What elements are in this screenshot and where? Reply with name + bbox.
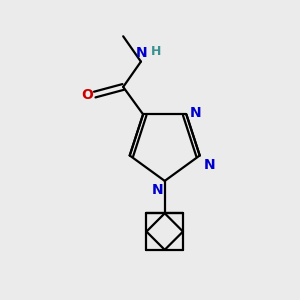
Text: N: N	[203, 158, 215, 172]
Text: H: H	[151, 45, 162, 58]
Text: N: N	[136, 46, 147, 60]
Text: N: N	[152, 183, 163, 197]
Text: O: O	[81, 88, 93, 102]
Text: N: N	[190, 106, 202, 120]
